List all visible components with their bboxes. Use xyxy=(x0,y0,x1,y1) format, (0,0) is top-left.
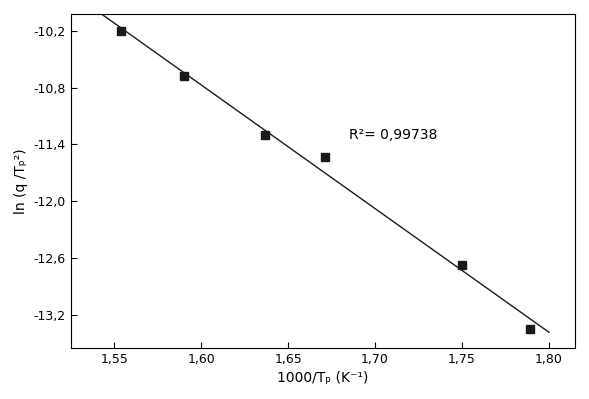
Y-axis label: ln (q /Tₚ²): ln (q /Tₚ²) xyxy=(14,148,28,213)
X-axis label: 1000/Tₚ (K⁻¹): 1000/Tₚ (K⁻¹) xyxy=(277,371,369,385)
Text: R²= 0,99738: R²= 0,99738 xyxy=(349,128,438,142)
